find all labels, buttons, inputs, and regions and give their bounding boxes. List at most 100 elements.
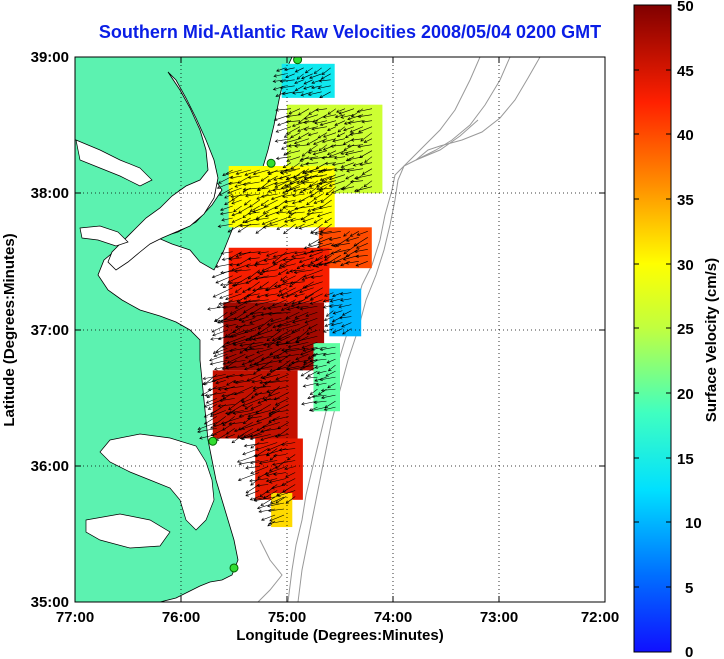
velocity-vector <box>328 304 343 308</box>
velocity-vector <box>219 293 233 300</box>
velocity-vector <box>268 520 285 525</box>
velocity-vector <box>234 269 251 273</box>
velocity-vector <box>283 138 301 145</box>
velocity-vector <box>309 293 323 300</box>
velocity-vector <box>319 223 332 233</box>
velocity-vector <box>319 376 336 382</box>
velocity-vector <box>298 257 314 264</box>
colorbar-tick-label: 25 <box>677 321 694 338</box>
velocity-vector <box>313 67 322 74</box>
velocity-vector <box>319 120 337 127</box>
chesapeake-bay <box>107 71 219 271</box>
velocity-vector <box>322 328 334 333</box>
grid-lines <box>75 57 605 602</box>
velocity-vector <box>275 211 287 215</box>
velocity-vector <box>256 347 273 354</box>
velocity-vector <box>205 398 217 404</box>
velocity-vector <box>297 293 314 304</box>
velocity-vector <box>259 281 269 289</box>
velocity-vector <box>307 132 319 137</box>
velocity-vector <box>283 299 296 307</box>
velocity-vector <box>259 380 280 385</box>
colorbar-tick-label: 35 <box>677 192 694 209</box>
velocity-vector <box>211 374 235 383</box>
velocity-vector <box>345 249 359 257</box>
colorbar-tick-label: 15 <box>677 451 694 468</box>
velocity-vector <box>241 422 262 430</box>
velocity-vector <box>327 364 336 372</box>
velocity-vector <box>207 404 217 410</box>
velocity-vector <box>272 187 287 192</box>
velocity-vector <box>309 299 323 305</box>
x-tick-label: 73:00 <box>480 609 518 626</box>
velocity-vector <box>229 305 246 315</box>
velocity-vector <box>231 263 251 272</box>
velocity-vector <box>254 257 269 265</box>
velocity-vector <box>228 398 244 411</box>
bay-tributary <box>75 139 153 187</box>
velocity-vector <box>242 287 251 293</box>
velocity-vector <box>249 496 260 501</box>
velocity-vector <box>294 205 314 211</box>
velocity-vector <box>317 237 332 244</box>
radar-station-marker <box>293 57 303 65</box>
velocity-vector <box>261 181 278 190</box>
velocity-vector <box>242 187 251 193</box>
velocity-vector <box>317 132 328 139</box>
velocity-vector <box>309 73 322 79</box>
velocity-vector <box>234 299 251 309</box>
velocity-vector <box>281 263 296 269</box>
velocity-vector <box>314 364 327 369</box>
velocity-vector <box>310 275 323 279</box>
velocity-vector <box>249 205 260 212</box>
velocity-vector <box>225 428 235 435</box>
velocity-vector <box>232 324 246 333</box>
velocity-vector <box>294 223 305 229</box>
velocity-vector <box>256 422 271 432</box>
velocity-vector <box>225 323 237 328</box>
velocity-vector <box>250 404 262 410</box>
velocity-vector <box>203 398 226 408</box>
velocity-vector <box>263 257 278 262</box>
velocity-vector <box>237 299 260 305</box>
velocity-vector <box>275 341 300 347</box>
velocity-vector <box>296 73 304 80</box>
sound-water <box>99 433 215 531</box>
velocity-vector <box>236 428 253 438</box>
velocity-vector <box>250 478 260 486</box>
velocity-vector <box>272 454 287 458</box>
velocity-vector <box>273 175 287 181</box>
velocity-vector <box>301 150 310 157</box>
velocity-vector <box>271 416 289 422</box>
radar-station-marker <box>229 563 239 573</box>
velocity-vector <box>292 317 309 324</box>
velocity-vector <box>323 406 336 411</box>
velocity-vector <box>338 304 352 309</box>
velocity-vector <box>342 328 352 335</box>
colorbar-tick-label: 20 <box>677 386 694 403</box>
velocity-vector <box>313 199 323 204</box>
velocity-vector <box>357 126 373 133</box>
velocity-vector <box>245 466 260 470</box>
velocity-vector <box>316 180 328 187</box>
velocity-vector <box>249 329 273 339</box>
velocity-vector <box>294 293 305 298</box>
velocity-vector <box>272 460 296 466</box>
velocity-vector <box>289 269 305 273</box>
velocity-vector <box>286 156 301 162</box>
velocity-vector <box>277 329 300 341</box>
velocity-vector <box>343 243 359 255</box>
velocity-vector <box>243 199 251 206</box>
velocity-vector <box>311 85 322 90</box>
velocity-vector <box>262 223 278 229</box>
velocity-vector <box>235 169 251 176</box>
velocity-vector <box>255 359 282 367</box>
velocity-vector <box>267 305 282 310</box>
velocity-vector <box>291 323 309 333</box>
velocity-vector <box>272 79 286 83</box>
colorbar-tick-label: 10 <box>685 515 702 532</box>
velocity-vector <box>283 347 309 353</box>
velocity-vector <box>247 257 260 261</box>
velocity-vector <box>257 398 271 404</box>
